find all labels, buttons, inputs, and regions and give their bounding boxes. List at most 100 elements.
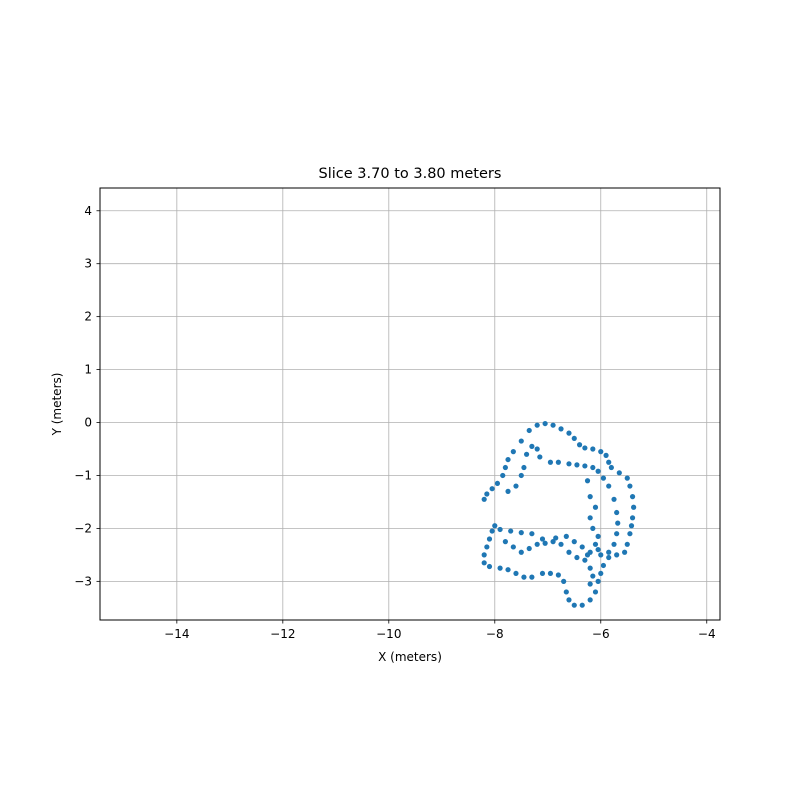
data-point bbox=[518, 472, 524, 479]
data-point bbox=[571, 435, 577, 442]
data-point bbox=[603, 452, 609, 458]
data-point bbox=[614, 531, 620, 537]
y-tick-label: 1 bbox=[84, 363, 92, 377]
data-point bbox=[627, 531, 633, 537]
data-point bbox=[590, 446, 596, 452]
data-point bbox=[566, 597, 572, 603]
data-point bbox=[563, 589, 569, 595]
data-point bbox=[510, 449, 516, 455]
data-point bbox=[629, 515, 636, 521]
data-point bbox=[523, 451, 530, 457]
data-point bbox=[606, 459, 612, 465]
data-point bbox=[624, 475, 630, 481]
y-tick-label: −1 bbox=[74, 468, 92, 482]
data-point bbox=[615, 520, 621, 526]
data-point bbox=[631, 504, 637, 510]
data-point bbox=[489, 486, 495, 492]
data-point bbox=[529, 531, 535, 537]
data-point bbox=[555, 572, 561, 578]
data-point bbox=[486, 536, 493, 542]
data-point bbox=[508, 528, 514, 534]
x-tick-label: −8 bbox=[486, 627, 504, 641]
data-point bbox=[513, 483, 519, 489]
data-point bbox=[558, 426, 564, 432]
grid-lines bbox=[100, 188, 720, 620]
data-point bbox=[587, 581, 593, 587]
data-point bbox=[600, 475, 607, 481]
data-point bbox=[521, 574, 527, 580]
data-point bbox=[547, 570, 554, 577]
data-point bbox=[566, 461, 572, 467]
data-point bbox=[481, 552, 487, 558]
x-tick-label: −6 bbox=[592, 627, 610, 641]
x-tick-label: −4 bbox=[698, 627, 716, 641]
data-point bbox=[497, 526, 503, 533]
data-point bbox=[582, 445, 588, 451]
data-point bbox=[614, 509, 620, 516]
data-point bbox=[624, 541, 630, 547]
data-point bbox=[494, 480, 501, 487]
data-point bbox=[616, 470, 622, 476]
data-point bbox=[561, 578, 567, 584]
data-point bbox=[518, 438, 524, 444]
data-point bbox=[534, 541, 540, 547]
data-point bbox=[579, 544, 585, 550]
data-point bbox=[622, 549, 628, 555]
data-point bbox=[534, 446, 540, 452]
data-point bbox=[566, 549, 572, 555]
x-tick-label: −12 bbox=[270, 627, 295, 641]
data-point bbox=[582, 463, 588, 469]
data-point bbox=[608, 464, 614, 471]
x-tick-label: −10 bbox=[376, 627, 401, 641]
plot-frame bbox=[99, 187, 721, 621]
data-point bbox=[513, 570, 519, 577]
data-point bbox=[574, 554, 580, 561]
data-point bbox=[489, 528, 495, 534]
data-point bbox=[587, 565, 593, 571]
data-point bbox=[537, 454, 543, 460]
data-point bbox=[576, 442, 583, 448]
data-point bbox=[526, 545, 532, 552]
data-point bbox=[592, 541, 599, 547]
data-point bbox=[484, 544, 490, 550]
y-axis: −3 −2 −1 0 1 2 3 4 bbox=[74, 204, 100, 588]
data-point bbox=[614, 552, 620, 558]
data-point bbox=[558, 541, 564, 547]
data-point bbox=[492, 523, 498, 529]
data-point bbox=[534, 422, 540, 428]
data-point bbox=[539, 570, 546, 577]
data-point bbox=[595, 546, 601, 553]
x-tick-label: −14 bbox=[164, 627, 189, 641]
data-point bbox=[582, 557, 588, 563]
data-point bbox=[587, 494, 593, 500]
data-point bbox=[584, 552, 591, 558]
data-point bbox=[550, 539, 556, 545]
data-point bbox=[587, 597, 593, 603]
data-point bbox=[574, 462, 580, 468]
data-point bbox=[529, 574, 535, 580]
data-point bbox=[502, 539, 508, 545]
y-tick-label: −2 bbox=[74, 521, 92, 535]
data-point bbox=[571, 539, 577, 545]
data-point bbox=[592, 504, 599, 510]
data-point bbox=[600, 562, 607, 569]
data-point bbox=[598, 552, 604, 558]
data-point bbox=[500, 472, 506, 479]
data-point bbox=[518, 549, 524, 555]
data-point bbox=[590, 525, 596, 532]
data-point bbox=[521, 464, 527, 471]
data-point bbox=[629, 494, 636, 500]
data-point bbox=[553, 535, 559, 541]
data-point bbox=[542, 540, 548, 546]
data-point bbox=[590, 464, 596, 471]
chart-title: Slice 3.70 to 3.80 meters bbox=[319, 166, 502, 182]
data-point bbox=[563, 533, 569, 539]
data-point bbox=[566, 430, 572, 436]
data-point bbox=[595, 533, 601, 539]
data-point bbox=[584, 478, 591, 484]
y-tick-label: −3 bbox=[74, 574, 92, 588]
data-point bbox=[539, 536, 546, 542]
x-axis: −14 −12 −10 −8 −6 −4 bbox=[164, 620, 716, 641]
data-point bbox=[606, 483, 612, 489]
y-tick-label: 0 bbox=[84, 416, 92, 430]
